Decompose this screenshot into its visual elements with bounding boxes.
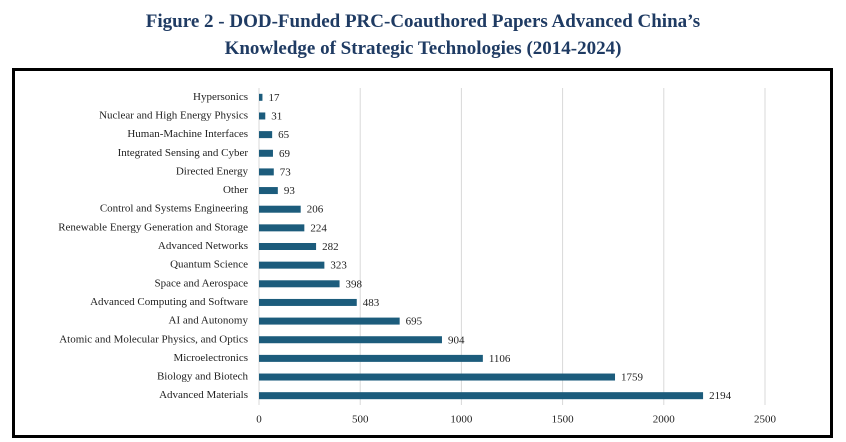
- y-tick-label: Directed Energy: [176, 165, 249, 177]
- x-tick-label: 1000: [450, 414, 473, 426]
- value-label: 323: [330, 260, 347, 272]
- y-tick-label: Advanced Networks: [158, 240, 248, 252]
- chart-title: Figure 2 - DOD-Funded PRC-Coauthored Pap…: [145, 11, 701, 59]
- value-label: 695: [406, 316, 423, 328]
- bar: [259, 280, 340, 288]
- value-label: 2194: [709, 390, 732, 402]
- y-tick-label: Other: [223, 184, 248, 196]
- bar: [259, 336, 442, 344]
- bar: [259, 112, 266, 120]
- bar: [259, 392, 704, 400]
- value-label: 93: [284, 185, 296, 197]
- y-tick-label: Quantum Science: [170, 259, 248, 271]
- bar: [259, 187, 278, 195]
- value-label: 1106: [489, 353, 511, 365]
- bar: [259, 317, 400, 325]
- value-label: 224: [310, 222, 327, 234]
- value-label: 65: [278, 129, 290, 141]
- bar: [259, 243, 317, 250]
- bar: [259, 373, 616, 381]
- y-tick-label: Nuclear and High Energy Physics: [99, 110, 248, 122]
- y-tick-label: AI and Autonomy: [169, 315, 249, 327]
- bar: [259, 205, 301, 213]
- value-label: 73: [280, 166, 292, 178]
- bar: [259, 131, 273, 139]
- y-tick-label: Biology and Biotech: [157, 371, 249, 383]
- value-label: 17: [268, 92, 280, 104]
- x-tick-label: 1500: [552, 414, 575, 426]
- y-tick-label: Control and Systems Engineering: [100, 203, 249, 215]
- x-tick-label: 0: [256, 414, 262, 426]
- y-tick-label: Renewable Energy Generation and Storage: [58, 221, 248, 233]
- y-tick-label: Space and Aerospace: [155, 277, 249, 289]
- value-label: 69: [279, 148, 291, 160]
- y-tick-label: Microelectronics: [173, 352, 248, 364]
- bar: [259, 93, 263, 101]
- value-label: 904: [448, 334, 465, 346]
- y-tick-label: Advanced Materials: [159, 389, 248, 401]
- x-tick-label: 2500: [754, 414, 777, 426]
- x-tick-label: 2000: [653, 414, 676, 426]
- bar: [259, 224, 305, 232]
- value-label: 1759: [621, 372, 644, 384]
- chart-frame: [12, 68, 833, 438]
- value-label: 206: [307, 204, 324, 216]
- y-tick-label: Hypersonics: [193, 91, 248, 103]
- y-tick-label: Advanced Computing and Software: [90, 296, 248, 308]
- y-tick-label: Human-Machine Interfaces: [127, 128, 248, 140]
- x-tick-label: 500: [352, 414, 369, 426]
- value-label: 31: [271, 111, 282, 123]
- bar: [259, 168, 274, 176]
- value-label: 483: [363, 297, 380, 309]
- bar: [259, 261, 325, 269]
- bar: [259, 149, 273, 157]
- bar: [259, 354, 483, 362]
- value-label: 398: [346, 278, 363, 290]
- y-tick-label: Atomic and Molecular Physics, and Optics: [59, 333, 248, 345]
- value-label: 282: [322, 241, 339, 253]
- y-tick-label: Integrated Sensing and Cyber: [118, 147, 249, 159]
- bar: [259, 298, 357, 306]
